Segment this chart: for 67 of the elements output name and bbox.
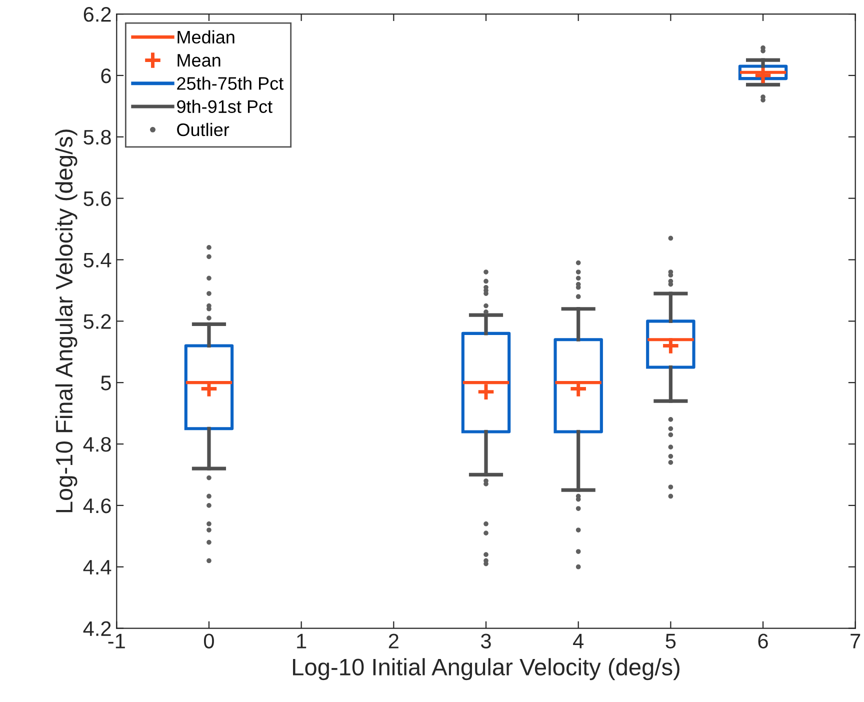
point (668, 444, 674, 450)
annotation: Median (178, 30, 234, 44)
point (484, 270, 488, 274)
point (206, 254, 212, 260)
point (576, 549, 581, 554)
x-tick-label: 6 (758, 634, 768, 648)
point (576, 294, 581, 300)
point (576, 270, 581, 274)
point (484, 291, 488, 296)
y-tick-label: 5.6 (84, 191, 111, 206)
point (484, 530, 488, 536)
y-tick-label: 6 (101, 68, 111, 84)
point (668, 236, 674, 241)
x-tick-label: 7 (850, 634, 860, 648)
y-tick-label: 6.2 (84, 7, 111, 22)
legend-label: Outlier (177, 122, 230, 136)
point (206, 540, 212, 545)
y-tick-label: 5 (101, 376, 111, 390)
x-axis-title: Log-10 Initial Angular Velocity (deg/s) (293, 658, 680, 680)
point (668, 454, 674, 459)
point (668, 417, 674, 422)
y-tick-label: 5.8 (84, 130, 111, 145)
y-tick-label: 5.2 (84, 314, 111, 329)
y-tick-label: 4.6 (83, 498, 111, 514)
x-tick-label: 4 (573, 634, 584, 648)
point (484, 310, 488, 314)
point (484, 521, 488, 526)
point (576, 564, 581, 570)
point (668, 460, 674, 465)
point (668, 426, 674, 432)
point (668, 484, 674, 490)
point (484, 552, 488, 558)
y-tick-label: 5.4 (84, 252, 112, 268)
point (668, 432, 674, 438)
point (206, 291, 212, 296)
x-tick-label: 3 (481, 634, 491, 648)
point (484, 482, 488, 486)
point (576, 528, 581, 532)
annotation: 9th-91st Pct (177, 100, 272, 114)
point (206, 475, 212, 480)
x-tick-label: 2 (388, 634, 398, 648)
point (476, 382, 496, 402)
point (576, 260, 581, 266)
x-tick-label: 5 (666, 634, 676, 648)
point (206, 245, 212, 250)
point (206, 528, 212, 532)
point (206, 316, 212, 321)
y-tick-label: 4.8 (83, 437, 111, 452)
x-tick-label: 1 (297, 634, 306, 648)
x-tick-label: 0 (204, 634, 214, 648)
point (206, 276, 212, 281)
point (206, 558, 212, 564)
point (484, 278, 488, 284)
point (206, 521, 212, 526)
y-tick-label: 4.2 (83, 621, 111, 636)
annotation: 25th-75th Pct (177, 76, 284, 90)
point (206, 494, 212, 499)
point (668, 494, 674, 499)
x-tick-label: -1 (108, 634, 125, 648)
legend-label: Mean (178, 54, 220, 67)
point (206, 503, 212, 508)
y-tick-label: 4.4 (83, 560, 112, 574)
point (484, 303, 488, 308)
y-axis-title: Log-10 Final Angular Velocity (deg/s) (55, 130, 78, 512)
point (576, 276, 581, 281)
point (754, 66, 772, 85)
point (576, 506, 581, 511)
